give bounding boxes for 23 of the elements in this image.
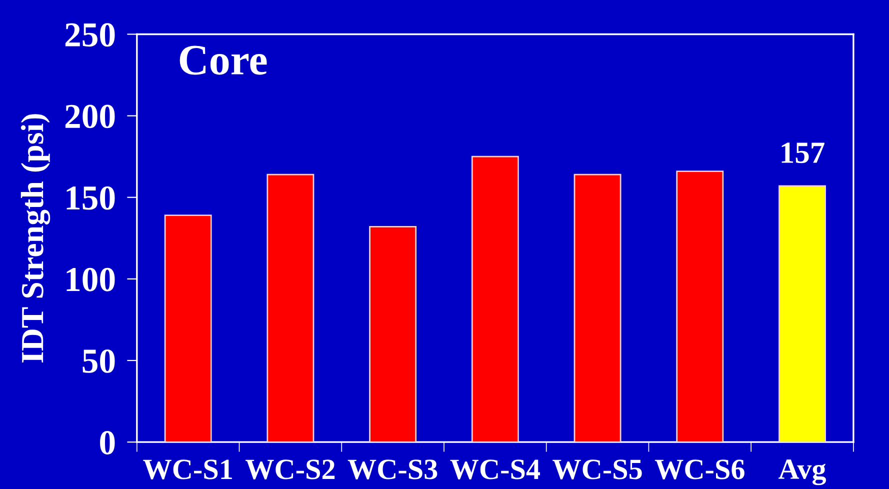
y-tick-label: 100 xyxy=(66,268,115,292)
y-tick-label: 0 xyxy=(100,431,115,454)
bar xyxy=(369,226,417,442)
bar xyxy=(471,156,519,442)
x-tick-label: WC-S5 xyxy=(552,460,642,480)
y-tick-label: 150 xyxy=(66,186,115,210)
chart-title: Core xyxy=(180,46,267,75)
x-tick-label: WC-S2 xyxy=(245,460,335,480)
y-tick-label: 250 xyxy=(65,23,115,47)
y-tick-label: 200 xyxy=(65,104,115,128)
data-label: 157 xyxy=(782,142,824,164)
y-tick-label: 50 xyxy=(82,349,115,373)
x-tick-label: WC-S1 xyxy=(143,460,232,480)
x-tick-label: WC-S4 xyxy=(450,460,540,480)
bar xyxy=(266,174,314,442)
bar xyxy=(676,170,724,442)
bar xyxy=(778,185,826,442)
x-tick-label: WC-S6 xyxy=(654,460,744,480)
bar xyxy=(574,174,622,442)
y-axis-title: IDT Strength (psi) xyxy=(20,114,50,363)
x-tick-label: WC-S3 xyxy=(348,460,438,480)
x-tick-label: Avg xyxy=(778,459,826,486)
bar xyxy=(164,214,212,442)
